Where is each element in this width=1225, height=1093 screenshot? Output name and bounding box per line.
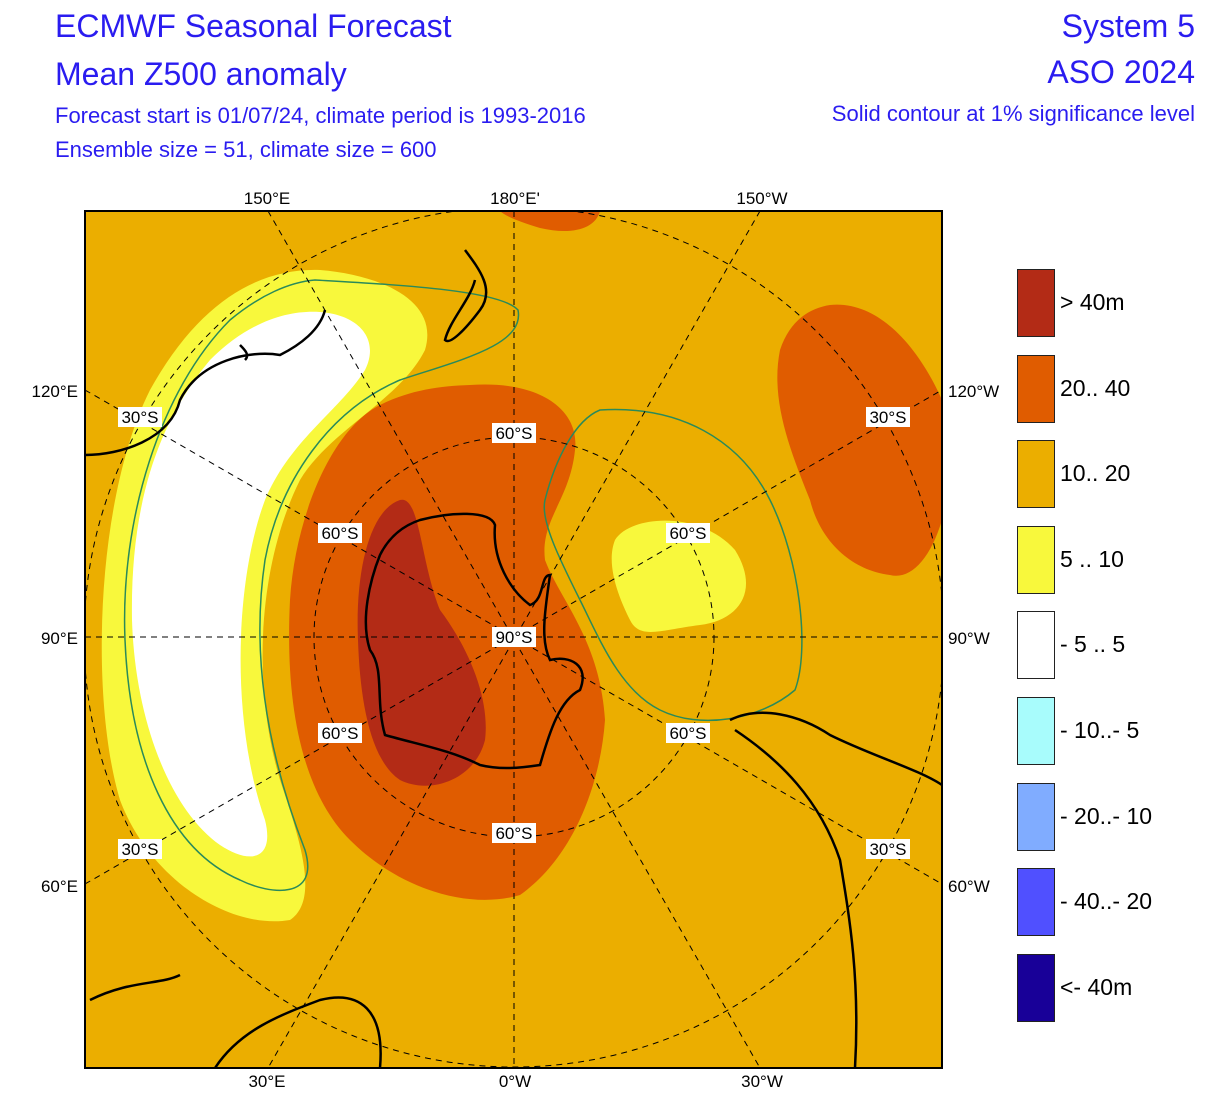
anomaly-over-40-region [357,499,486,786]
significance-contour [123,279,803,892]
lat-label: 60°S [495,424,532,443]
season-label: ASO 2024 [1047,54,1195,90]
madagascar-coastline [89,973,181,1002]
significance-note: Solid contour at 1% significance level [831,101,1195,126]
legend-swatch [1017,611,1055,680]
lat-label: 30°S [869,408,906,427]
legend-label: - 10..- 5 [1060,717,1140,743]
africa-coastline [213,996,382,1068]
antarctica-coastline [364,512,584,770]
ensemble-info: Ensemble size = 51, climate size = 600 [55,137,437,162]
lat-label-bg [118,839,162,859]
subtitle: Mean Z500 anomaly [55,56,347,92]
legend-swatch [1017,354,1055,423]
legend-swatch [1017,868,1055,937]
legend-label: 5 .. 10 [1060,545,1124,572]
south-america-coastline [729,711,942,1068]
title: ECMWF Seasonal Forecast [55,8,452,44]
lat-label-bg [318,723,362,743]
lon-label: 120°W [948,382,999,401]
australia-coastline [85,309,327,457]
lat-label: 60°S [321,724,358,743]
lon-label: 30°W [741,1072,783,1091]
lat-label: 30°S [869,840,906,859]
legend-label: > 40m [1060,289,1125,315]
anomaly-neutral-region [131,311,370,857]
anomaly-20-40-region-pacific [777,304,942,576]
legend-label: - 20..- 10 [1060,802,1153,829]
legend-label: - 5 .. 5 [1060,631,1126,658]
legend-label: - 40..- 20 [1060,888,1153,915]
legend-swatch [1017,953,1055,1022]
lat-label-bg [666,723,710,743]
forecast-info: Forecast start is 01/07/24, climate peri… [55,103,586,128]
new-zealand-coastline [443,249,488,343]
anomaly-20-40-region-top [500,211,600,232]
map-frame [84,210,943,1069]
lat-label: 60°S [495,824,532,843]
legend-label: 10.. 20 [1060,460,1131,487]
legend-swatch [1017,782,1055,851]
lon-label: 150°E [244,189,291,208]
lat-label: 30°S [121,408,158,427]
legend-swatch [1017,697,1055,765]
lat-label-bg [118,407,162,427]
lat-label: 30°S [121,840,158,859]
lat-label-bg [492,823,536,843]
lat-label: 60°S [669,724,706,743]
lat-label-bg [318,523,362,543]
lat-label-bg [666,523,710,543]
lon-label: 120°E [31,382,78,401]
legend-label: 20.. 40 [1060,374,1131,401]
lat-label-bg [492,627,536,647]
lat-label-bg [866,407,910,427]
lon-label: 90°E [41,629,78,648]
legend-swatch [1017,440,1055,509]
lat-label: 60°S [669,524,706,543]
lat-label-bg [866,839,910,859]
lon-label: 30°E [248,1072,285,1091]
lat-label: 90°S [495,628,532,647]
lon-label: 0°W [499,1072,531,1091]
anomaly-5-10-region-east [611,520,747,632]
system-label: System 5 [1061,8,1195,44]
lat-label-bg [492,423,536,443]
lon-label: 180°E' [490,189,540,208]
lon-label: 60°W [948,877,990,896]
legend-swatch [1017,269,1055,337]
lat-label: 60°S [321,524,358,543]
lon-label: 90°W [948,629,990,648]
lon-label: 60°E [41,877,78,896]
lon-label: 150°W [736,189,787,208]
legend-label: <- 40m [1060,973,1133,1000]
legend-swatch [1017,525,1055,594]
